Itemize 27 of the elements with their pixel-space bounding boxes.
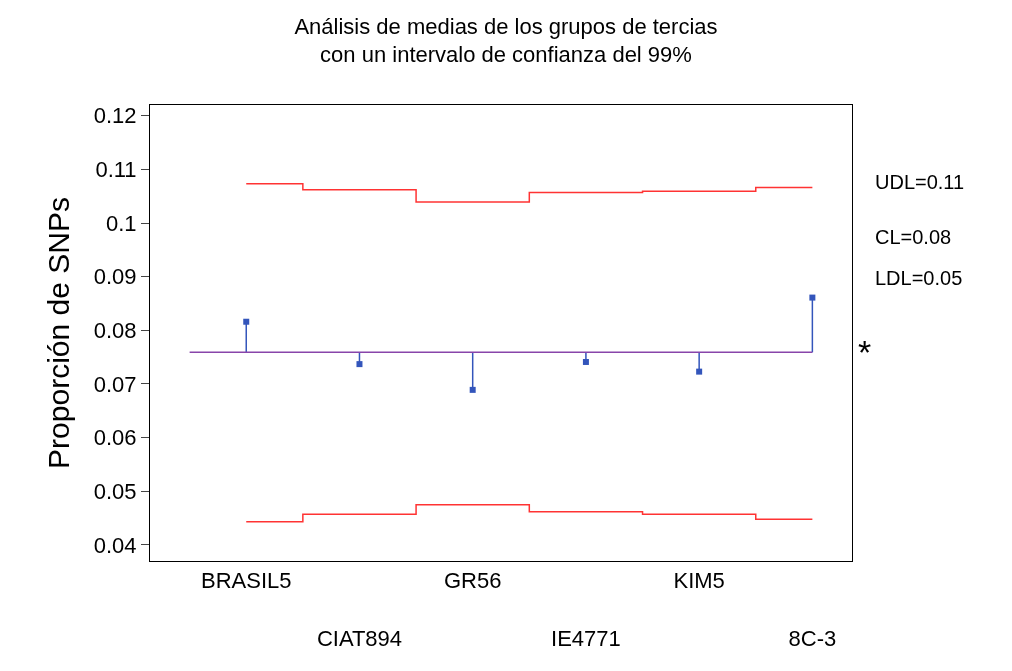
text: UDL=0.11 [875, 171, 965, 193]
x-tick-label: GR56 [443, 568, 502, 594]
point [469, 386, 476, 393]
y-tick-label: 0.05 [93, 478, 137, 504]
x-tick-label: BRASIL5 [200, 568, 292, 594]
y-tick-label: 0.11 [95, 157, 137, 183]
y-tick-label: 0.12 [93, 103, 137, 129]
y-tick-label: 0.04 [93, 532, 137, 558]
point [809, 294, 816, 301]
x-tick-label: KIM5 [673, 568, 725, 594]
y-tick-label: 0.07 [93, 371, 137, 397]
point [582, 358, 589, 365]
y-tick-label: 0.09 [93, 264, 137, 290]
point [356, 361, 363, 368]
text: CL=0.08 [875, 226, 952, 248]
y-tick-label: 0.06 [93, 425, 137, 451]
text: * [858, 333, 872, 371]
y-axis-title: Proporción de SNPs [41, 197, 75, 469]
x-tick-label: 8C-3 [788, 625, 837, 651]
x-tick-label: CIAT894 [316, 625, 403, 651]
text: LDL=0.05 [875, 267, 963, 289]
point [243, 318, 250, 325]
point [696, 368, 703, 375]
y-tick-label: 0.1 [106, 210, 137, 236]
chart-title: Análisis de medias de los grupos de tercias con un intervalo de confianza del 99% [294, 13, 718, 68]
y-tick-label: 0.08 [93, 318, 137, 344]
x-tick-label: IE4771 [551, 625, 621, 651]
